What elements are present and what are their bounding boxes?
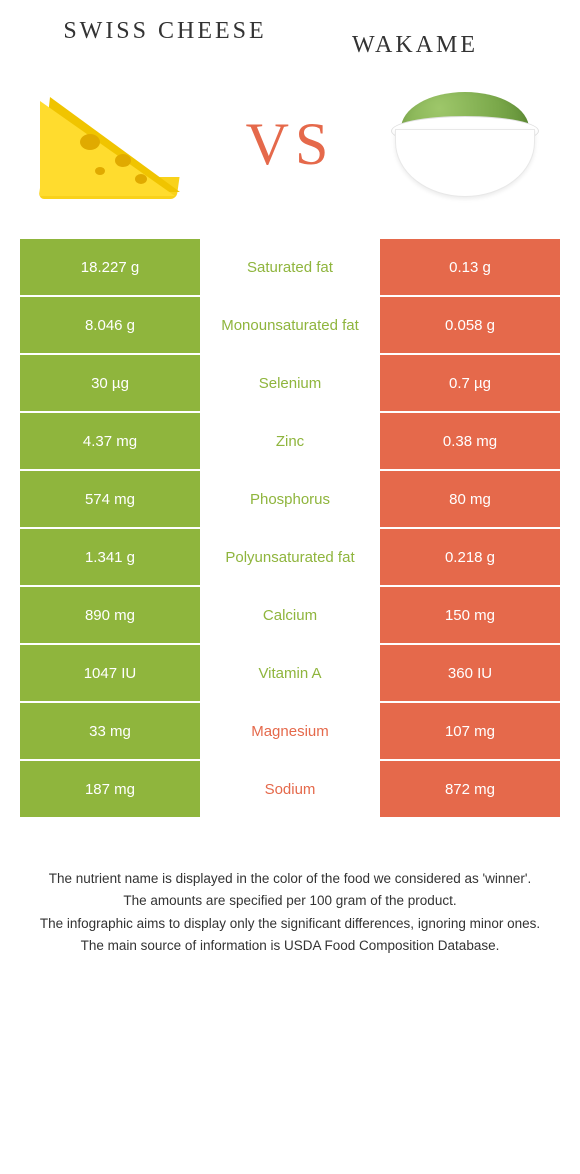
footnote: The nutrient name is displayed in the co…: [0, 819, 580, 978]
right-food-title: Wakame: [290, 18, 540, 59]
right-value-cell: 0.38 mg: [380, 413, 560, 469]
vs-label: VS: [246, 110, 335, 179]
right-value-cell: 360 IU: [380, 645, 560, 701]
left-value-cell: 4.37 mg: [20, 413, 200, 469]
table-row: 1.341 gPolyunsaturated fat0.218 g: [20, 529, 560, 585]
right-value-cell: 0.218 g: [380, 529, 560, 585]
table-row: 574 mgPhosphorus80 mg: [20, 471, 560, 527]
table-row: 1047 IUVitamin A360 IU: [20, 645, 560, 701]
left-value-cell: 1047 IU: [20, 645, 200, 701]
footnote-line: The main source of information is USDA F…: [30, 936, 550, 956]
nutrient-name-cell: Monounsaturated fat: [200, 297, 380, 353]
table-row: 30 µgSelenium0.7 µg: [20, 355, 560, 411]
nutrient-name-cell: Selenium: [200, 355, 380, 411]
hero-row: VS: [0, 69, 580, 239]
left-value-cell: 18.227 g: [20, 239, 200, 295]
wakame-icon: [385, 84, 545, 204]
nutrient-name-cell: Saturated fat: [200, 239, 380, 295]
cheese-icon: [40, 89, 190, 199]
right-value-cell: 80 mg: [380, 471, 560, 527]
left-value-cell: 187 mg: [20, 761, 200, 817]
left-food-image: [30, 79, 200, 209]
left-value-cell: 8.046 g: [20, 297, 200, 353]
left-value-cell: 890 mg: [20, 587, 200, 643]
footnote-line: The amounts are specified per 100 gram o…: [30, 891, 550, 911]
left-value-cell: 1.341 g: [20, 529, 200, 585]
table-row: 187 mgSodium872 mg: [20, 761, 560, 817]
table-row: 890 mgCalcium150 mg: [20, 587, 560, 643]
right-value-cell: 107 mg: [380, 703, 560, 759]
right-value-cell: 0.7 µg: [380, 355, 560, 411]
left-value-cell: 30 µg: [20, 355, 200, 411]
footnote-line: The infographic aims to display only the…: [30, 914, 550, 934]
nutrient-table: 18.227 gSaturated fat0.13 g8.046 gMonoun…: [20, 239, 560, 817]
footnote-line: The nutrient name is displayed in the co…: [30, 869, 550, 889]
nutrient-name-cell: Vitamin A: [200, 645, 380, 701]
left-value-cell: 33 mg: [20, 703, 200, 759]
nutrient-name-cell: Zinc: [200, 413, 380, 469]
right-food-image: [380, 79, 550, 209]
table-row: 33 mgMagnesium107 mg: [20, 703, 560, 759]
nutrient-name-cell: Polyunsaturated fat: [200, 529, 380, 585]
table-row: 4.37 mgZinc0.38 mg: [20, 413, 560, 469]
table-row: 18.227 gSaturated fat0.13 g: [20, 239, 560, 295]
table-row: 8.046 gMonounsaturated fat0.058 g: [20, 297, 560, 353]
nutrient-name-cell: Magnesium: [200, 703, 380, 759]
nutrient-name-cell: Calcium: [200, 587, 380, 643]
left-food-title: Swiss cheese: [40, 18, 290, 59]
right-value-cell: 0.13 g: [380, 239, 560, 295]
right-value-cell: 872 mg: [380, 761, 560, 817]
right-value-cell: 0.058 g: [380, 297, 560, 353]
right-value-cell: 150 mg: [380, 587, 560, 643]
nutrient-name-cell: Sodium: [200, 761, 380, 817]
nutrient-name-cell: Phosphorus: [200, 471, 380, 527]
left-value-cell: 574 mg: [20, 471, 200, 527]
header: Swiss cheese Wakame: [0, 0, 580, 69]
